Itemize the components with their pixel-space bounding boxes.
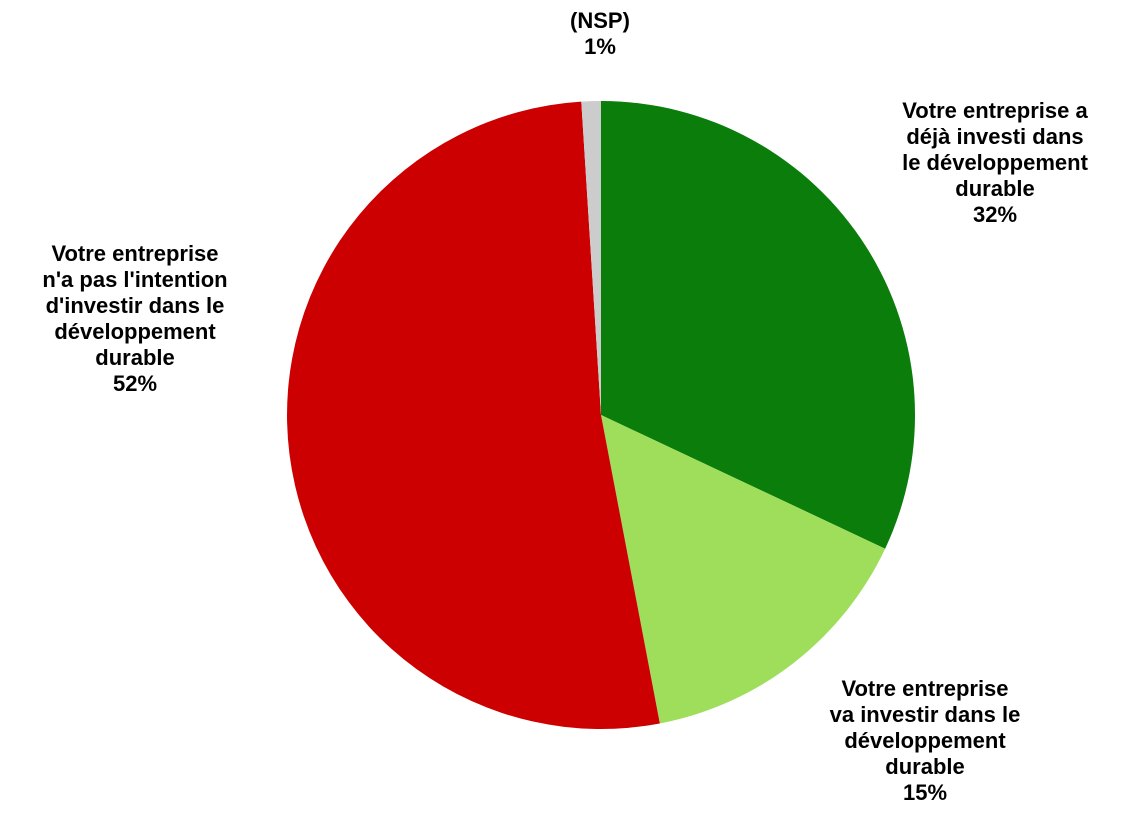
- slice-label-line: Votre entreprise: [841, 676, 1009, 701]
- slice-value-label: 1%: [584, 34, 616, 59]
- slice-label-line: va investir dans le: [829, 702, 1021, 727]
- slice-label-line: Votre entreprise: [51, 241, 219, 266]
- slice-value-label: 52%: [112, 371, 158, 396]
- slice-label-nsp: (NSP) 1%: [530, 8, 670, 60]
- slice-label-invested: Votre entreprise a déjà investi dans le dé…: [860, 98, 1130, 228]
- slice-label-will-invest: Votre entreprise va investir dans le dével…: [770, 676, 1080, 806]
- slice-value-label: 32%: [972, 202, 1018, 227]
- slice-label-line: (NSP): [570, 8, 630, 33]
- pie-slice-invested: [601, 101, 916, 549]
- slice-label-line: durable: [885, 754, 965, 779]
- slice-label-line: déjà investi dans: [906, 124, 1084, 149]
- slice-label-line: durable: [95, 345, 175, 370]
- slice-label-line: développement: [844, 728, 1006, 753]
- slice-label-line: d'investir dans le: [45, 293, 225, 318]
- slice-label-line: le développement: [902, 150, 1088, 175]
- slice-label-no-intention: Votre entreprise n'a pas l'intention d'inv…: [0, 241, 270, 397]
- pie-slice-no-intention: [287, 101, 660, 729]
- slice-label-line: durable: [955, 176, 1035, 201]
- slice-label-line: développement: [54, 319, 216, 344]
- slice-label-line: Votre entreprise a: [902, 98, 1088, 123]
- slice-value-label: 15%: [902, 780, 948, 805]
- slice-label-line: n'a pas l'intention: [42, 267, 228, 292]
- pie-slice-nsp: [581, 101, 601, 415]
- pie-slice-will-invest: [601, 415, 886, 724]
